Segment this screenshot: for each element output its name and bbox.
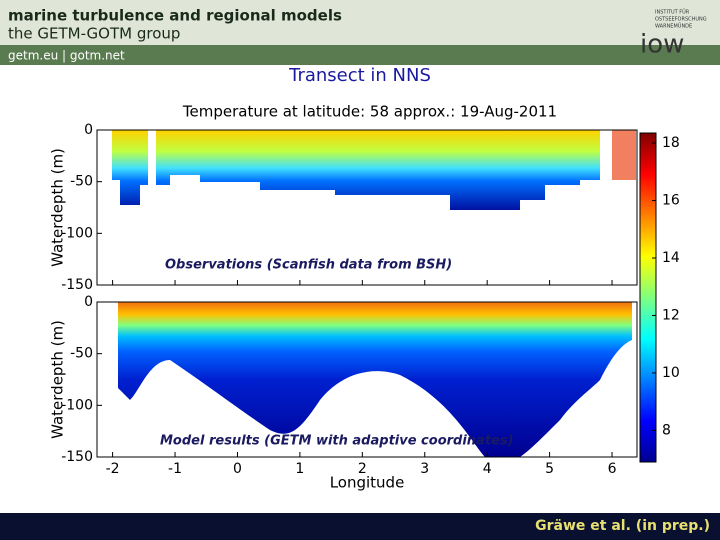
footer-band	[0, 513, 720, 540]
header-title: marine turbulence and regional models	[8, 7, 342, 25]
header-band	[0, 0, 720, 45]
annotation: Model results (GETM with adaptive coordi…	[160, 434, 514, 449]
y-tick-label: -50	[70, 346, 93, 362]
y-tick-label: 0	[84, 294, 93, 310]
x-tick-label: 2	[358, 461, 367, 477]
colorbar-tick-label: 8	[662, 422, 671, 438]
y-tick-label: -100	[61, 397, 93, 413]
colorbar-tick-label: 18	[662, 135, 680, 151]
y-axis-label: Waterdepth (m)	[49, 148, 67, 267]
x-tick-label: 0	[233, 461, 242, 477]
x-tick-label: 4	[483, 461, 492, 477]
annotation: Observations (Scanfish data from BSH)	[165, 258, 452, 273]
header-links: getm.eu | gotm.net	[8, 49, 125, 63]
colorbar-tick-label: 16	[662, 193, 680, 209]
colorbar-tick-label: 14	[662, 250, 680, 266]
y-tick-label: 0	[84, 122, 93, 138]
colorbar-tick-label: 10	[662, 365, 680, 381]
x-tick-label: 1	[295, 461, 304, 477]
header-subtitle: the GETM-GOTM group	[8, 25, 180, 43]
y-tick-label: -100	[61, 225, 93, 241]
chart-title: Temperature at latitude: 58 approx.: 19-…	[182, 103, 557, 121]
links-band	[0, 45, 720, 65]
x-tick-label: 6	[608, 461, 617, 477]
logo: iow	[640, 30, 684, 60]
y-tick-label: -50	[70, 174, 93, 190]
x-tick-label: 3	[420, 461, 429, 477]
logo-line: WARNEMÜNDE	[655, 23, 692, 30]
x-tick-label: -1	[168, 461, 182, 477]
x-tick-label: -2	[106, 461, 120, 477]
y-tick-label: -150	[61, 449, 93, 465]
logo-line: OSTSEEFORSCHUNG	[655, 17, 707, 23]
axes-frame	[96, 301, 638, 458]
axes-frame	[96, 129, 638, 286]
colorbar	[639, 132, 657, 463]
slide-title: Transect in NNS	[288, 65, 431, 86]
logo-line: INSTITUT FÜR	[655, 9, 690, 16]
x-tick-label: 5	[545, 461, 554, 477]
x-axis-label: Longitude	[330, 474, 405, 492]
model-field	[118, 302, 632, 457]
data-gap	[148, 130, 156, 190]
colorbar-tick-label: 12	[662, 307, 680, 323]
observation-field	[612, 130, 636, 180]
data-gap	[605, 130, 615, 185]
observation-field	[112, 130, 600, 210]
y-axis-label: Waterdepth (m)	[49, 320, 67, 439]
footer-citation: Gräwe et al. (in prep.)	[535, 518, 710, 534]
y-tick-label: -150	[61, 277, 93, 293]
